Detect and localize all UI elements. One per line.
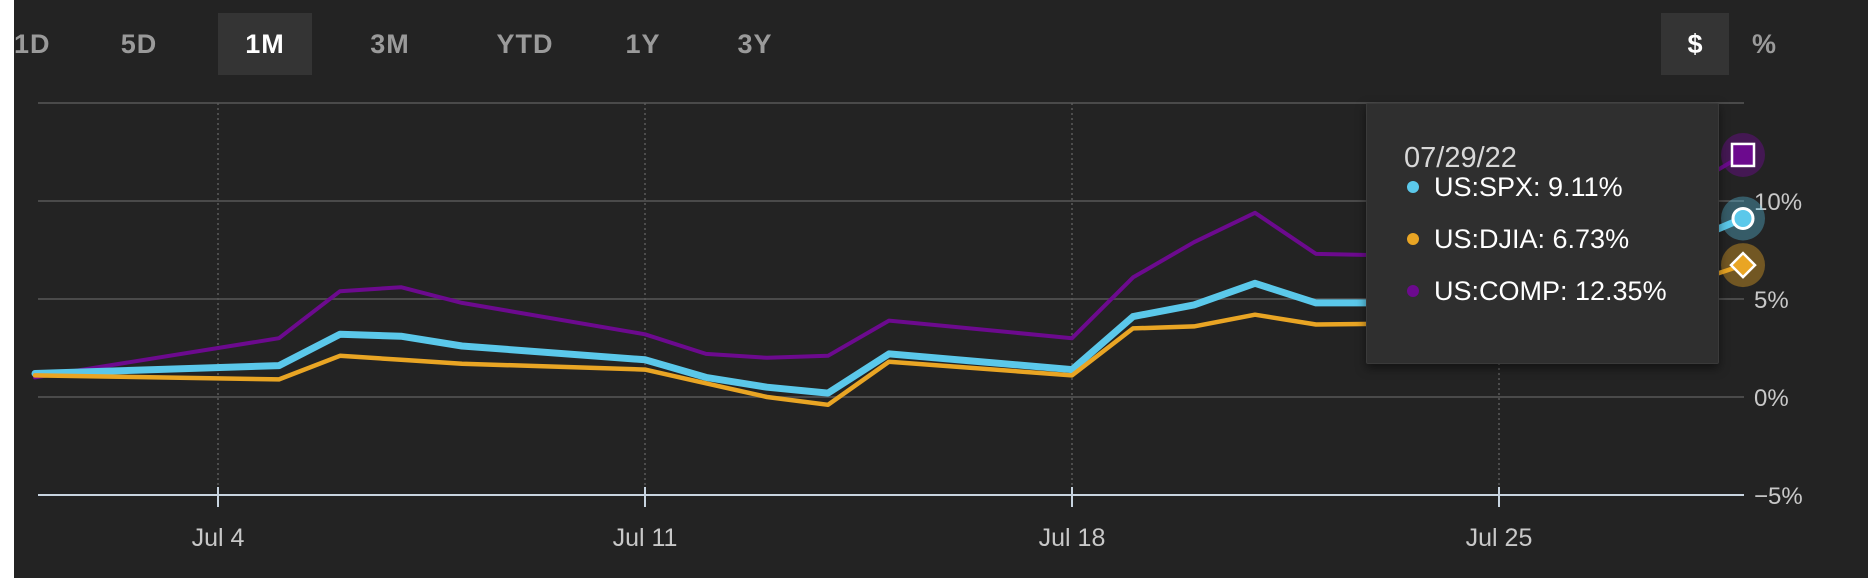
- tooltip-date: 07/29/22: [1404, 142, 1517, 174]
- range-tab-ytd[interactable]: YTD: [496, 28, 554, 59]
- y-tick-label: 5%: [1754, 287, 1789, 314]
- tooltip-row-djia: US:DJIA: 6.73%: [1407, 221, 1629, 257]
- percent-toggle-button[interactable]: %: [1751, 28, 1776, 59]
- x-tick-label: Jul 25: [1466, 524, 1533, 552]
- range-tab-1y[interactable]: 1Y: [625, 28, 661, 59]
- chart-widget: 1D 5D 1M 3M YTD 1Y 3Y $ % Jul 4 Jul 11 Jul…: [14, 0, 1868, 578]
- diamond-marker-icon: [1729, 251, 1757, 279]
- x-tick-label: Jul 18: [1039, 524, 1106, 552]
- range-tab-3m[interactable]: 3M: [370, 28, 410, 59]
- range-tab-5d[interactable]: 5D: [120, 28, 158, 59]
- tooltip-row-comp: US:COMP: 12.35%: [1407, 273, 1667, 309]
- tooltip-row-spx: US:SPX: 9.11%: [1407, 169, 1623, 205]
- range-tab-1d[interactable]: 1D: [14, 28, 51, 59]
- range-tab-1m[interactable]: 1M: [218, 13, 312, 75]
- y-tick-label: 10%: [1754, 189, 1802, 216]
- legend-dot-icon: [1407, 181, 1419, 193]
- circle-marker-icon: [1731, 206, 1755, 230]
- legend-dot-icon: [1407, 233, 1419, 245]
- x-tick-label: Jul 4: [192, 524, 245, 552]
- hover-tooltip: 07/29/22 US:SPX: 9.11% US:DJIA: 6.73% US:C…: [1366, 103, 1719, 364]
- dollar-toggle-button[interactable]: $: [1661, 13, 1729, 75]
- y-tick-label: −5%: [1754, 483, 1803, 510]
- legend-dot-icon: [1407, 285, 1419, 297]
- tooltip-row-label: US:SPX: 9.11%: [1434, 171, 1623, 202]
- tooltip-row-label: US:DJIA: 6.73%: [1434, 223, 1630, 254]
- tooltip-row-label: US:COMP: 12.35%: [1434, 275, 1667, 306]
- range-tab-3y[interactable]: 3Y: [737, 28, 773, 59]
- x-tick-label: Jul 11: [613, 524, 678, 552]
- square-marker-icon: [1730, 142, 1756, 168]
- y-tick-label: 0%: [1754, 385, 1789, 412]
